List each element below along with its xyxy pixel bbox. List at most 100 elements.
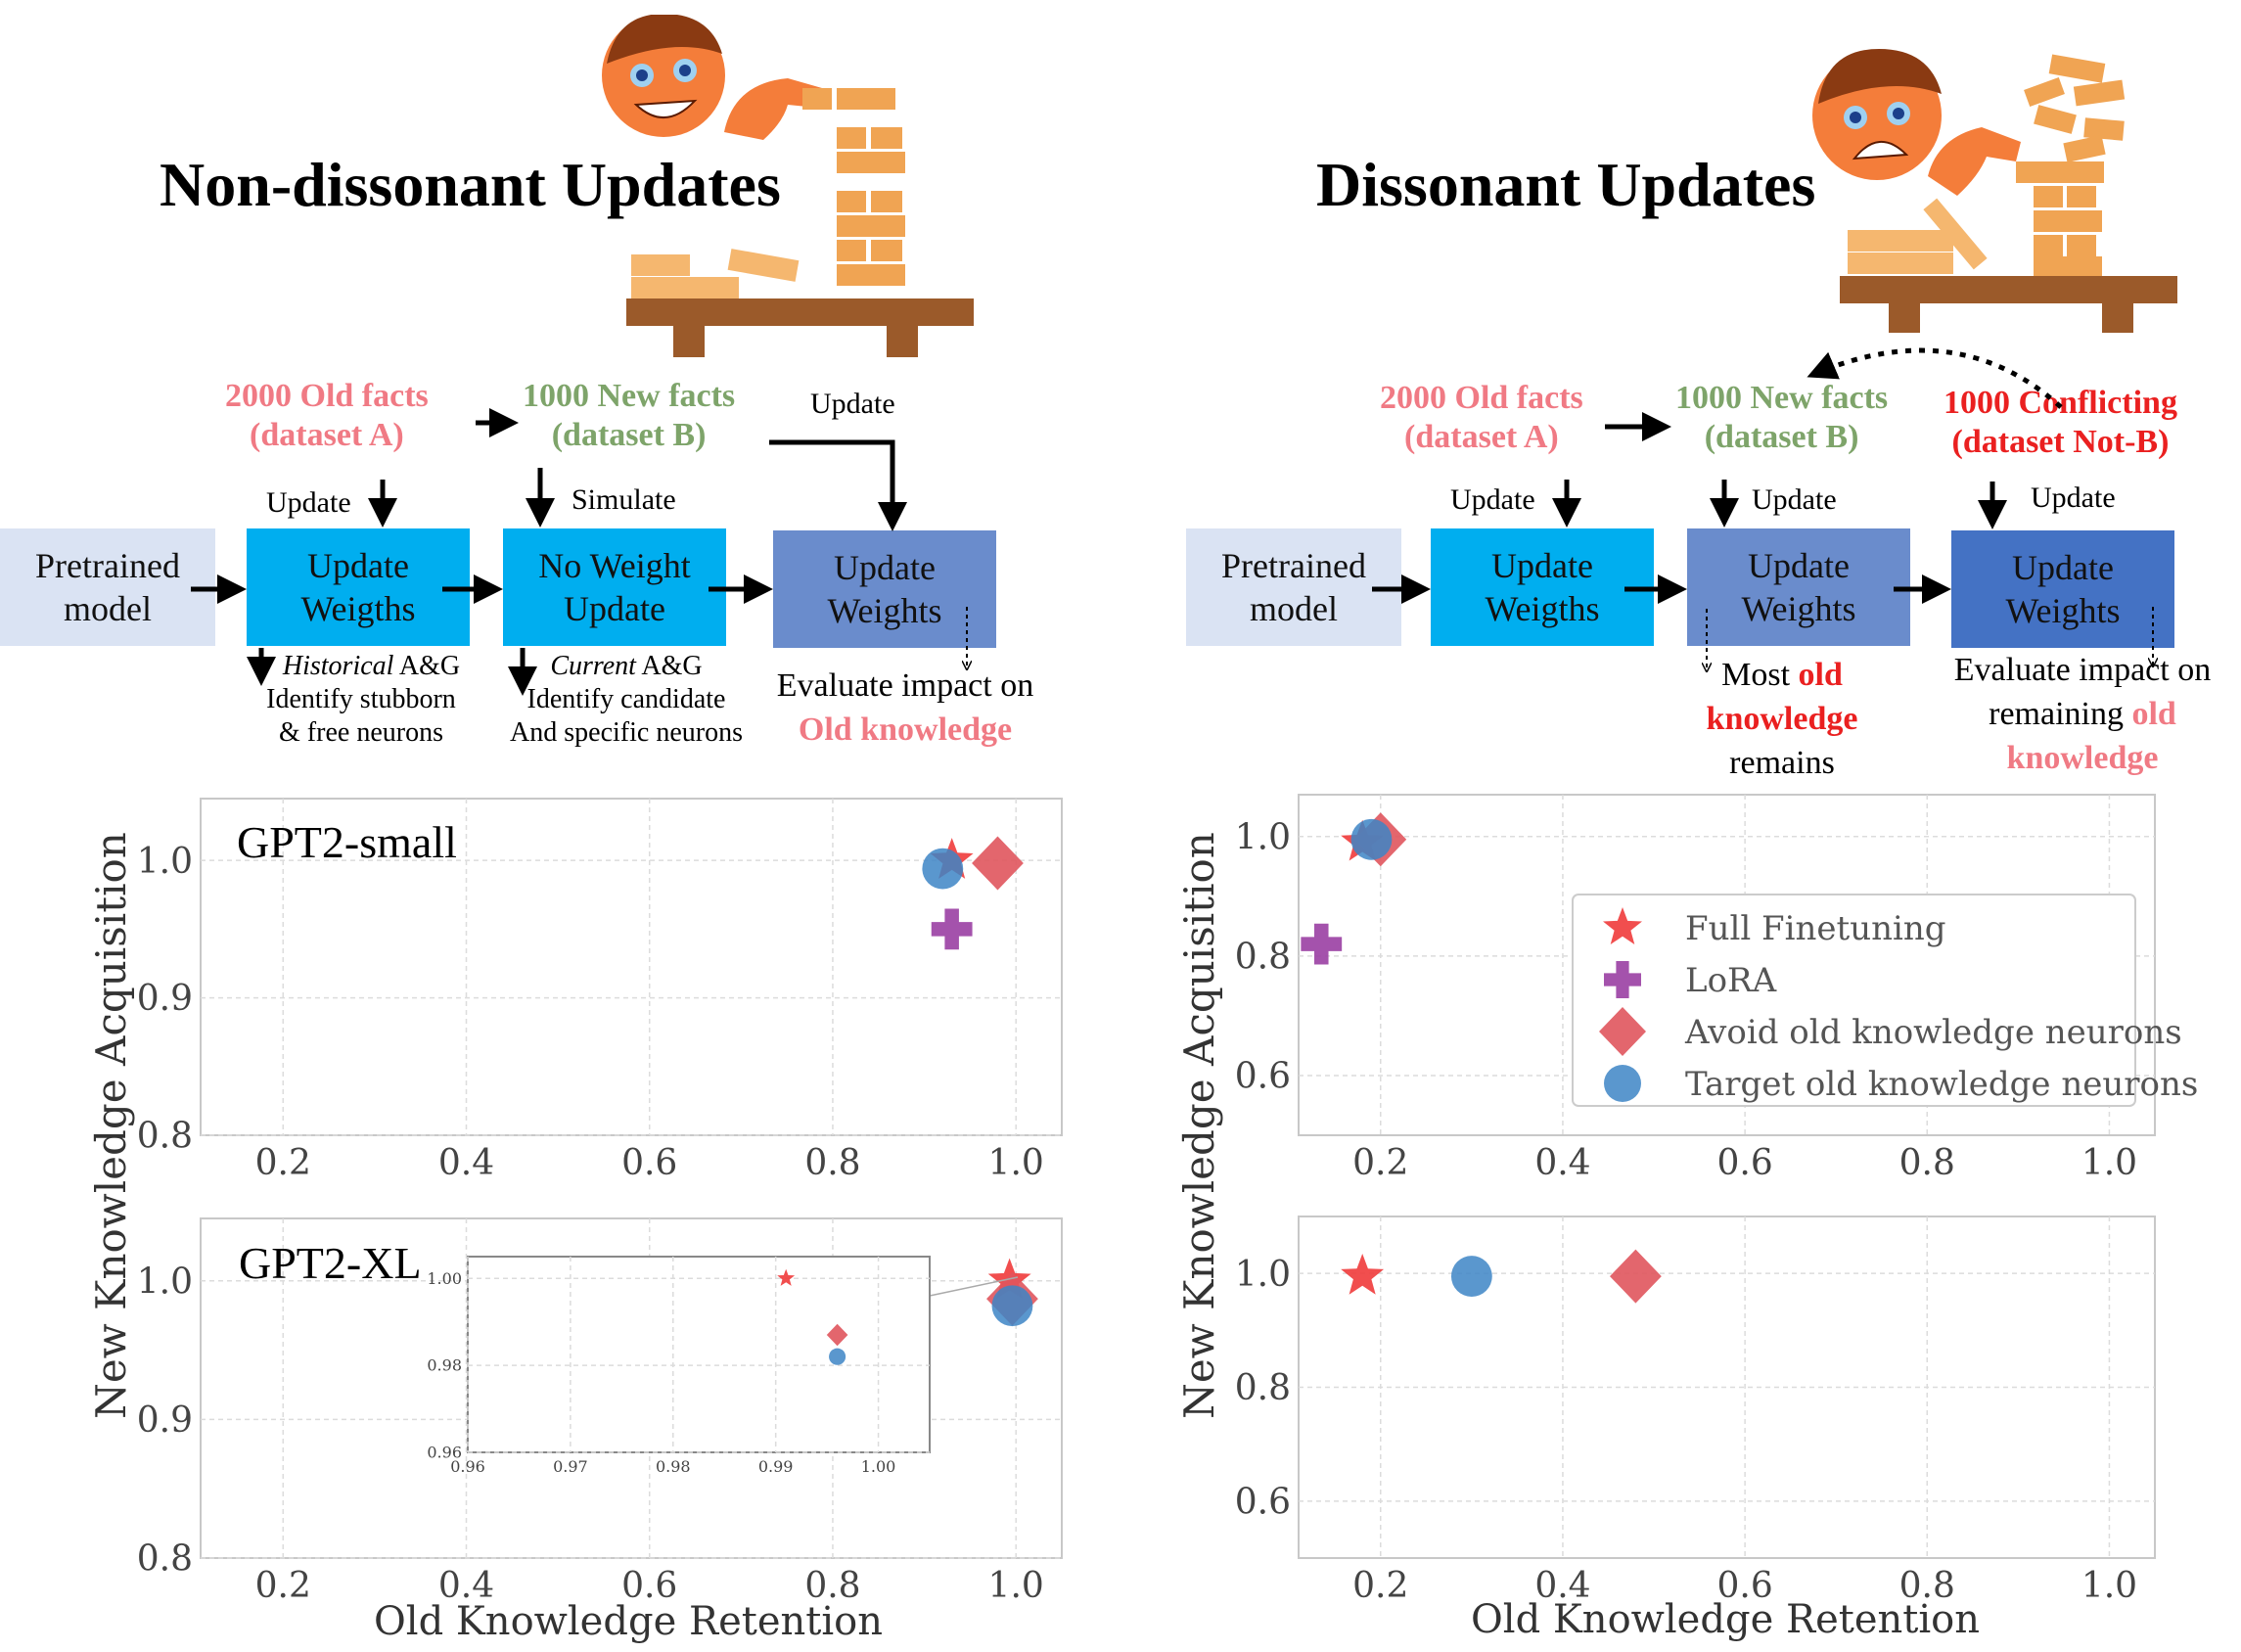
left-dataset-new-line2: (dataset B) [551, 417, 707, 453]
left-note2-line3: And specific neurons [510, 717, 743, 748]
y-tick-label: 0.8 [137, 1117, 193, 1157]
plot-title: GPT2-small [237, 817, 457, 867]
right-dataset-new-line2: (dataset B) [1704, 419, 1859, 455]
legend-label: LoRA [1685, 961, 1777, 1000]
x-tick-label: 0.6 [1716, 1566, 1772, 1606]
x-tick-label: 0.4 [1534, 1566, 1590, 1606]
left-dataset-new-line1: 1000 New facts [523, 378, 736, 414]
y-tick-label: 0.96 [427, 1444, 462, 1462]
right-box3-line2: Weights [2005, 591, 2121, 630]
inset-connector [929, 1276, 1019, 1297]
right-note2-a: remaining [1989, 696, 2132, 732]
legend-marker-plus [1604, 961, 1641, 998]
y-tick-label: 0.6 [1235, 1482, 1291, 1522]
left-note2-line2: Identify candidate [526, 684, 726, 714]
left-box1-line2: Weigths [300, 589, 416, 628]
left-box3-line1: Update [834, 548, 936, 587]
right-pretrained-line1: Pretrained [1221, 546, 1366, 585]
hand-icon [724, 78, 822, 140]
left-update-weights-box-3: Update Weights [773, 530, 996, 648]
y-tick-label: 1.0 [137, 1262, 193, 1302]
x-tick-label: 0.4 [1534, 1143, 1590, 1183]
x-tick-label: 0.6 [621, 1566, 677, 1606]
left-note1-line3: & free neurons [279, 717, 443, 748]
y-tick-label: 0.9 [137, 979, 193, 1019]
left-dataset-new-label: 1000 New facts (dataset B) [523, 377, 735, 455]
x-tick-label: 0.8 [804, 1566, 860, 1606]
right-box1-line2: Weigths [1485, 589, 1600, 628]
right-update-weights-box-1: Update Weigths [1431, 528, 1654, 646]
left-dataset-old-line2: (dataset A) [250, 417, 404, 453]
x-tick-label: 0.6 [1716, 1143, 1772, 1183]
x-tick-label: 0.8 [1899, 1143, 1955, 1183]
left-update-top-label: Update [810, 388, 895, 420]
legend-marker-circle [1604, 1065, 1641, 1102]
left-simulate-label: Simulate [572, 483, 676, 516]
jenga-stable-illustration [602, 15, 974, 357]
y-tick-label: 0.8 [1235, 937, 1291, 977]
hand-icon [1928, 127, 2021, 196]
legend-label: Full Finetuning [1685, 909, 1946, 948]
point-plus [1301, 923, 1343, 965]
x-tick-label: 1.0 [2081, 1566, 2137, 1606]
legend-label: Target old knowledge neurons [1685, 1065, 2198, 1104]
right-note-evaluate: Evaluate impact on remaining old knowled… [1926, 648, 2239, 780]
right-box2-line1: Update [1748, 546, 1850, 585]
legend-marker-star [1603, 907, 1642, 944]
right-dataset-new-line1: 1000 New facts [1675, 380, 1889, 416]
point-diamond [972, 836, 1024, 891]
left-note3-line1: Evaluate impact on [776, 667, 1034, 704]
left-ylabel: New Knowledge Acquisition [87, 832, 135, 1419]
point-plus [931, 908, 973, 950]
plot-title: GPT2-XL [239, 1238, 422, 1288]
left-note2-rest: A&G [635, 651, 703, 681]
left-note-historical: Historical A&G Identify stubborn & free … [249, 650, 474, 750]
right-xlabel: Old Knowledge Retention [1471, 1597, 1980, 1642]
right-note1-c: knowledge [1706, 701, 1858, 737]
right-note2-b: old [2131, 696, 2176, 732]
legend: Full Finetuning LoRA Avoid old knowledge n… [1572, 894, 2198, 1107]
left-pretrained-line2: model [64, 589, 152, 628]
left-update-weights-box-1: Update Weigths [247, 528, 470, 646]
left-dataset-old-line1: 2000 Old facts [225, 378, 429, 414]
left-flow-arrows [191, 408, 1116, 696]
right-note-most-old: Most old knowledge remains [1679, 653, 1885, 785]
right-box3-line1: Update [2012, 548, 2114, 587]
point-circle [991, 1285, 1033, 1327]
x-tick-label: 0.99 [758, 1457, 794, 1476]
right-note2-c: knowledge [2006, 740, 2159, 776]
left-note1-rest: A&G [393, 651, 461, 681]
plot-gpt2-xl-dissonant: 0.2 0.4 0.6 0.8 1.0 0.6 0.8 1.0 [1235, 1216, 2156, 1606]
right-pretrained-line2: model [1250, 589, 1338, 628]
x-tick-label: 1.0 [988, 1143, 1044, 1183]
legend-label: Avoid old knowledge neurons [1684, 1013, 2182, 1052]
right-note1-d: remains [1729, 745, 1835, 781]
right-dataset-conflicting-label: 1000 Conflicting (dataset Not-B) [1944, 384, 2177, 462]
y-tick-label: 0.9 [137, 1400, 193, 1441]
left-note2-italic: Current [550, 651, 636, 681]
left-note-current: Current A&G Identify candidate And speci… [499, 650, 754, 750]
x-tick-label: 1.0 [988, 1566, 1044, 1606]
x-tick-label: 0.2 [1352, 1143, 1408, 1183]
right-update-c-label: Update [2031, 482, 2116, 514]
x-tick-label: 0.98 [656, 1457, 691, 1476]
point-star [777, 1268, 796, 1286]
left-box2-line1: No Weight [538, 546, 691, 585]
left-xlabel: Old Knowledge Retention [374, 1599, 883, 1644]
right-update-weights-box-3: Update Weights [1951, 530, 2174, 648]
left-box1-line1: Update [307, 546, 409, 585]
right-dataset-old-line1: 2000 Old facts [1380, 380, 1583, 416]
right-note1-a: Most [1721, 657, 1799, 693]
point-diamond [826, 1323, 848, 1347]
y-tick-label: 1.0 [137, 842, 193, 882]
right-update-weights-box-2: Update Weights [1687, 528, 1910, 646]
left-note-evaluate: Evaluate impact on Old knowledge [754, 664, 1057, 752]
x-tick-label: 0.8 [1899, 1566, 1955, 1606]
x-tick-label: 0.4 [438, 1566, 494, 1606]
right-box1-line1: Update [1491, 546, 1593, 585]
left-note1-italic: Historical [282, 651, 394, 681]
x-tick-label: 1.0 [2081, 1143, 2137, 1183]
left-pretrained-line1: Pretrained [35, 546, 180, 585]
